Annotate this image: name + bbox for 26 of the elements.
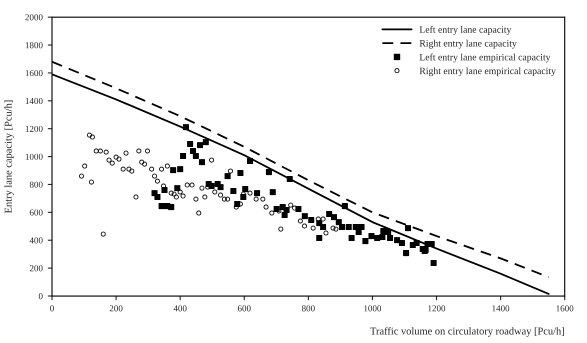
x-tick-label: 1400 bbox=[492, 305, 510, 312]
x-tick-label: 1600 bbox=[556, 305, 574, 312]
y-tick-label: 2000 bbox=[25, 14, 43, 20]
y-tick-label: 200 bbox=[30, 265, 43, 272]
y-tick-label: 1400 bbox=[26, 98, 43, 104]
x-tick-label: 600 bbox=[238, 305, 251, 312]
y-axis-title: Entry lane capacity [Pcu/h] bbox=[4, 100, 14, 214]
x-tick-label: 200 bbox=[110, 305, 123, 312]
legend-label: Left entry lane capacity bbox=[420, 26, 512, 35]
legend-label: Left entry lane empirical capacity bbox=[420, 53, 550, 62]
x-tick-label: 800 bbox=[302, 305, 315, 312]
x-tick-label: 400 bbox=[174, 305, 187, 312]
y-tick-label: 1600 bbox=[26, 70, 43, 76]
legend-label: Right entry lane capacity bbox=[420, 40, 517, 49]
y-tick-label: 1000 bbox=[26, 154, 43, 160]
y-tick-label: 400 bbox=[30, 237, 43, 244]
y-tick-label: 1200 bbox=[26, 126, 43, 132]
y-tick-label: 1800 bbox=[26, 42, 43, 48]
y-tick-label: 600 bbox=[30, 209, 43, 216]
x-tick-label: 1200 bbox=[428, 305, 446, 312]
y-tick-label: 800 bbox=[30, 182, 43, 188]
x-tick-label: 1000 bbox=[364, 305, 382, 312]
x-tick-label: 0 bbox=[50, 305, 54, 312]
x-axis-title: Traffic volume on circulatory roadway [Pcu/h] bbox=[370, 327, 564, 337]
y-tick-label: 0 bbox=[38, 293, 43, 300]
legend-label: Right entry lane empirical capacity bbox=[420, 67, 556, 76]
